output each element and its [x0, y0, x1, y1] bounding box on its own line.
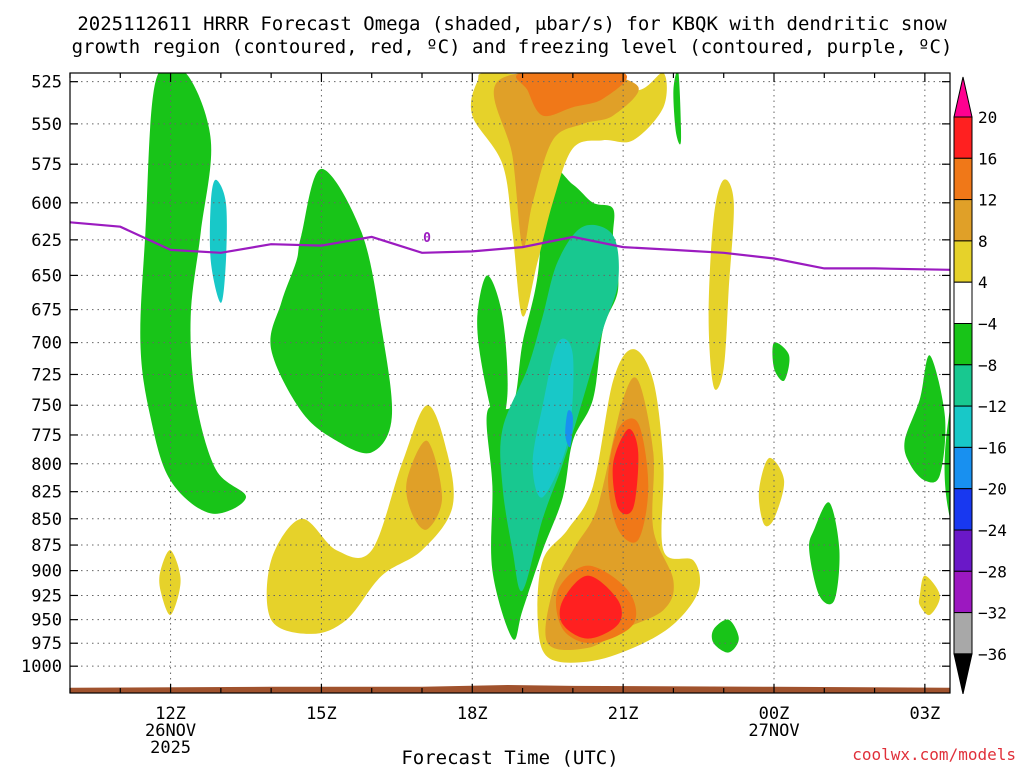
omega-region-21 — [758, 457, 785, 527]
chart-title-line1: 2025112611 HRRR Forecast Omega (shaded, … — [77, 13, 947, 35]
y-tick-label: 875 — [31, 536, 62, 556]
x-tick-label: 21Z — [608, 704, 639, 724]
y-tick-label: 850 — [31, 510, 62, 530]
freezing-level-line — [70, 221, 950, 271]
colorbar-box — [953, 529, 973, 572]
colorbar-label: 20 — [978, 108, 997, 127]
freezing-level-layer: 0 — [70, 221, 950, 271]
x-tick-label: 00Z — [759, 704, 790, 724]
omega-region-23 — [772, 342, 790, 382]
grid-lines — [70, 73, 950, 693]
y-axis: 525 550 575 600 625 650 675 700 725 750 775 800 825 8… — [21, 73, 950, 677]
colorbar-label: −32 — [978, 604, 1007, 623]
y-tick-label: 700 — [31, 334, 62, 354]
terrain-layer — [70, 685, 950, 693]
colorbar-label: −4 — [978, 315, 997, 334]
omega-region-26 — [904, 355, 946, 483]
y-tick-label: 900 — [31, 562, 62, 582]
omega-region-24 — [809, 502, 840, 605]
y-tick-label: 950 — [31, 611, 62, 631]
y-tick-label: 775 — [31, 426, 62, 446]
y-tick-label: 650 — [31, 266, 62, 286]
colorbar-label: −16 — [978, 438, 1007, 457]
colorbar-label: 4 — [978, 273, 988, 292]
omega-region-16 — [559, 575, 622, 639]
omega-region-15 — [612, 428, 639, 515]
colorbar-box — [953, 323, 973, 366]
colorbar-top-arrow — [953, 76, 973, 118]
omega-region-19 — [159, 550, 181, 615]
x-tick-year: 2025 — [150, 738, 191, 758]
colorbar-box — [953, 281, 973, 325]
y-tick-label: 1000 — [21, 657, 62, 677]
colorbar-label: −36 — [978, 645, 1007, 664]
y-tick-label: 825 — [31, 483, 62, 503]
y-tick-label: 800 — [31, 455, 62, 475]
colorbar-box — [953, 364, 973, 407]
colorbar-box — [953, 488, 973, 531]
colorbar-bottom-arrow — [953, 653, 973, 695]
x-tick-date: 26NOV — [145, 721, 196, 741]
colorbar-label: −20 — [978, 480, 1007, 499]
freezing-level-label: 0 — [423, 231, 431, 246]
y-tick-label: 575 — [31, 155, 62, 175]
x-tick-label: 18Z — [457, 704, 488, 724]
chart-title-line2: growth region (contoured, red, ºC) and f… — [72, 36, 953, 58]
y-tick-label: 675 — [31, 301, 62, 321]
y-tick-label: 975 — [31, 634, 62, 654]
omega-region-0 — [140, 73, 247, 514]
omega-region-18 — [406, 440, 443, 530]
x-axis-title: Forecast Time (UTC) — [401, 747, 618, 768]
colorbar: 20 16 12 8 4 −4 −8 −12 −16 −20 −24 −28 −32 −36 — [953, 76, 1007, 695]
colorbar-box — [953, 199, 973, 242]
x-tick-label: 12Z — [155, 704, 186, 724]
x-tick-date: 27NOV — [748, 721, 799, 741]
y-tick-label: 600 — [31, 194, 62, 214]
colorbar-label: −28 — [978, 562, 1007, 581]
colorbar-box — [953, 612, 973, 655]
colorbar-box — [953, 157, 973, 201]
omega-region-6 — [532, 338, 574, 498]
y-tick-label: 525 — [31, 73, 62, 93]
x-tick-label: 03Z — [909, 704, 940, 724]
y-tick-label: 625 — [31, 231, 62, 251]
omega-region-28 — [673, 73, 682, 145]
terrain-fill — [70, 685, 950, 693]
omega-region-20 — [708, 179, 734, 390]
omega-region-9 — [493, 73, 639, 249]
omega-region-3 — [477, 275, 508, 430]
colorbar-label: 12 — [978, 191, 997, 210]
colorbar-label: 8 — [978, 232, 988, 251]
colorbar-box — [953, 240, 973, 283]
y-tick-label: 925 — [31, 586, 62, 606]
omega-region-1 — [209, 179, 227, 303]
y-tick-label: 725 — [31, 365, 62, 385]
colorbar-box — [953, 446, 973, 490]
omega-region-25 — [711, 619, 739, 653]
colorbar-box — [953, 405, 973, 448]
plot-frame — [69, 72, 951, 694]
colorbar-label: −24 — [978, 521, 1007, 540]
colorbar-box — [953, 116, 973, 159]
omega-shading — [140, 73, 950, 663]
colorbar-label: 16 — [978, 149, 997, 168]
credit-link[interactable]: coolwx.com/models — [852, 745, 1016, 764]
omega-region-7 — [565, 410, 573, 448]
y-tick-label: 750 — [31, 396, 62, 416]
colorbar-box — [953, 570, 973, 614]
x-tick-label: 15Z — [306, 704, 337, 724]
y-tick-label: 550 — [31, 115, 62, 135]
colorbar-label: −12 — [978, 397, 1007, 416]
omega-region-10 — [516, 73, 627, 117]
omega-region-17 — [266, 405, 454, 634]
colorbar-label: −8 — [978, 356, 997, 375]
